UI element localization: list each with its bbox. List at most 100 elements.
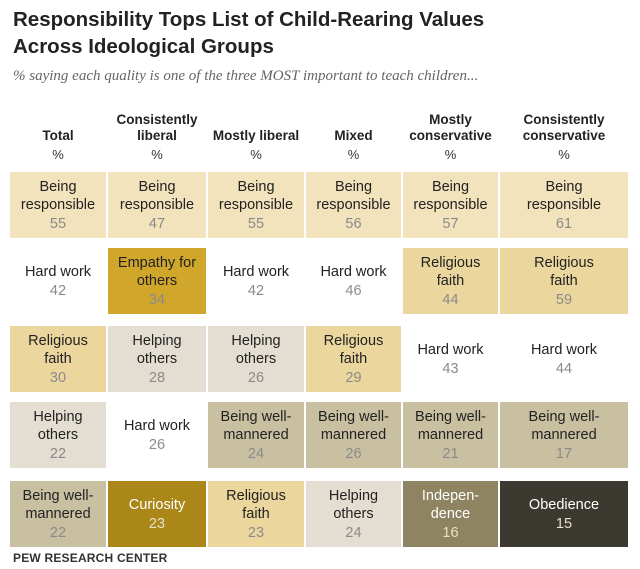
cell-label: Being well-mannered	[528, 408, 600, 443]
cell-value: 26	[345, 445, 362, 462]
table-cell: Being responsible 57	[403, 172, 498, 238]
title-line-2: Across Ideological Groups	[13, 35, 274, 58]
cell-value: 29	[345, 369, 362, 386]
cell-value: 34	[148, 291, 166, 308]
cell-value: 21	[442, 445, 459, 462]
cell-label: Religious faith	[28, 332, 88, 367]
cell-value: 24	[345, 524, 362, 541]
unit-label: %	[250, 147, 262, 162]
unit-label: %	[444, 147, 457, 162]
table-cell: Helping others 24	[306, 481, 401, 547]
cell-value: 44	[442, 291, 459, 308]
cell-label: Being responsible	[119, 178, 195, 213]
column-header: Mixed	[334, 128, 373, 143]
cell-label: Being well-mannered	[415, 408, 486, 443]
unit-label: %	[558, 147, 570, 162]
table-cell: Being well-mannered 17	[500, 402, 628, 468]
title-line-1: Responsibility Tops List of Child-Rearin…	[13, 8, 485, 31]
table-cell: Hard work 44	[500, 326, 628, 392]
cell-value: 26	[247, 369, 265, 386]
cell-value: 47	[148, 215, 166, 232]
cell-value: 42	[49, 282, 67, 299]
cell-label: Helping others	[328, 487, 379, 522]
cell-value: 56	[345, 215, 362, 232]
cell-label: Hard work	[123, 417, 191, 434]
column-header: Total	[42, 128, 74, 143]
cell-label: Being responsible	[20, 178, 96, 213]
cell-label: Religious faith	[226, 487, 286, 522]
cell-value: 23	[247, 524, 265, 541]
cell-value: 55	[49, 215, 67, 232]
cell-label: Hard work	[417, 341, 484, 358]
cell-value: 61	[555, 215, 573, 232]
column-header: Consistently conservative	[522, 112, 606, 143]
table-cell: Hard work 42	[10, 248, 106, 314]
cell-label: Being responsible	[413, 178, 488, 213]
unit-label: %	[52, 147, 64, 162]
table-cell: Being responsible 61	[500, 172, 628, 238]
table-cell: Religious faith 29	[306, 326, 401, 392]
table-cell: Being well-mannered 21	[403, 402, 498, 468]
cell-label: Hard work	[530, 341, 598, 358]
cell-value: 28	[148, 369, 166, 386]
column-header: Mostly liberal	[212, 128, 300, 143]
table-cell: Obedience 15	[500, 481, 628, 547]
cell-label: Helping others	[231, 332, 281, 367]
table-cell: Indepen-dence 16	[403, 481, 498, 547]
cell-value: 26	[148, 436, 166, 453]
cell-label: Empathy for others	[117, 254, 197, 289]
cell-value: 30	[49, 369, 67, 386]
cell-label: Religious faith	[420, 254, 481, 289]
cell-value: 17	[555, 445, 573, 462]
table-cell: Being well-mannered 26	[306, 402, 401, 468]
cell-value: 59	[555, 291, 573, 308]
table-cell: Curiosity 23	[108, 481, 206, 547]
table-cell: Religious faith 44	[403, 248, 498, 314]
table-cell: Hard work 26	[108, 402, 206, 468]
cell-label: Religious faith	[534, 254, 594, 289]
source-footer: PEW RESEARCH CENTER	[13, 551, 168, 565]
cell-label: Hard work	[24, 263, 92, 280]
cell-value: 16	[442, 524, 459, 541]
cell-value: 22	[49, 445, 67, 462]
cell-label: Hard work	[222, 263, 290, 280]
column-header: Mostly conservative	[409, 112, 492, 143]
cell-value: 46	[345, 282, 362, 299]
table-cell: Being well-mannered 22	[10, 481, 106, 547]
cell-label: Indepen-dence	[421, 487, 480, 522]
cell-label: Helping others	[132, 332, 182, 367]
cell-label: Being responsible	[526, 178, 602, 213]
table-cell: Being responsible 47	[108, 172, 206, 238]
cell-value: 23	[148, 515, 166, 532]
table-cell: Hard work 43	[403, 326, 498, 392]
cell-value: 44	[555, 360, 573, 377]
chart-subtitle: % saying each quality is one of the thre…	[13, 68, 479, 84]
table-cell: Religious faith 30	[10, 326, 106, 392]
table-cell: Helping others 26	[208, 326, 304, 392]
cell-label: Being responsible	[218, 178, 294, 213]
table-cell: Being responsible 55	[10, 172, 106, 238]
unit-label: %	[347, 147, 360, 162]
cell-value: 22	[49, 524, 67, 541]
table-cell: Religious faith 59	[500, 248, 628, 314]
table-cell: Hard work 46	[306, 248, 401, 314]
cell-value: 24	[247, 445, 265, 462]
table-cell: Empathy for others 34	[108, 248, 206, 314]
cell-value: 43	[442, 360, 459, 377]
table-cell: Being responsible 55	[208, 172, 304, 238]
cell-label: Being well-mannered	[220, 408, 292, 443]
table-cell: Being responsible 56	[306, 172, 401, 238]
cell-label: Hard work	[320, 263, 387, 280]
cell-label: Curiosity	[128, 496, 186, 513]
cell-label: Helping others	[33, 408, 83, 443]
cell-value: 57	[442, 215, 459, 232]
cell-label: Being well-mannered	[22, 487, 94, 522]
column-header: Consistently liberal	[116, 112, 198, 143]
cell-label: Obedience	[528, 496, 600, 513]
table-cell: Helping others 22	[10, 402, 106, 468]
cell-value: 55	[247, 215, 265, 232]
cell-label: Being well-mannered	[318, 408, 389, 443]
cell-value: 15	[555, 515, 573, 532]
cell-label: Being responsible	[316, 178, 391, 213]
table-cell: Religious faith 23	[208, 481, 304, 547]
